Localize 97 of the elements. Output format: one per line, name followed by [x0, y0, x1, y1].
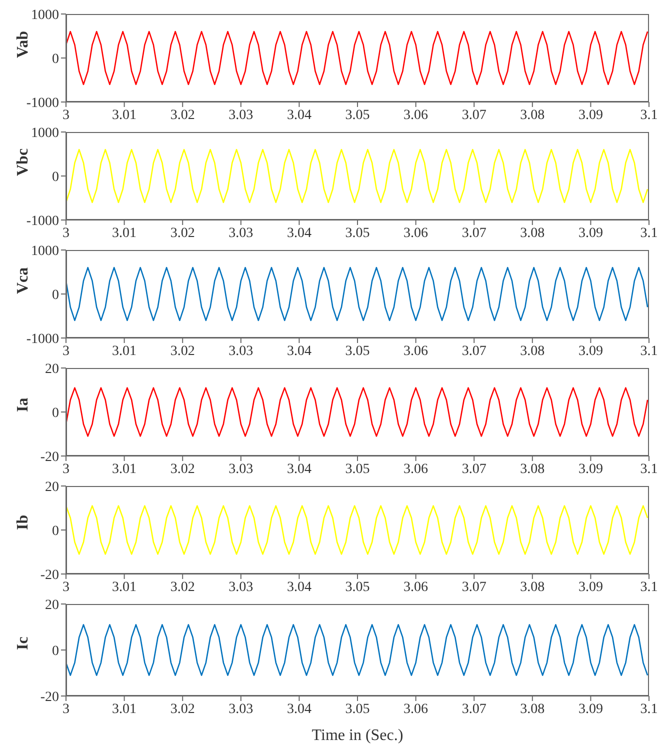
x-tick-label: 3.05 [345, 702, 370, 717]
x-tick-label: 3.01 [112, 580, 137, 595]
y-tick-label: 0 [52, 170, 59, 185]
x-tick-label: 3 [62, 344, 70, 359]
x-tick-label: 3.08 [520, 462, 545, 477]
y-tick-label: -1000 [26, 332, 59, 347]
x-tick-label: 3.1 [640, 108, 658, 123]
y-tick-label: 1000 [31, 126, 59, 141]
x-tick-label: 3.1 [640, 702, 658, 717]
x-tick-label: 3.06 [404, 462, 428, 477]
y-tick-label: 0 [52, 288, 59, 303]
y-tick-label: -1000 [26, 214, 59, 229]
x-tick-label: 3.03 [228, 226, 254, 241]
x-tick-label: 3.06 [404, 108, 428, 123]
x-tick-label: 3.06 [404, 344, 428, 359]
x-tick-label: 3.1 [640, 226, 658, 241]
y-tick-label: 20 [45, 598, 59, 613]
y-tick-label: 0 [52, 644, 59, 659]
y-axis-title: Ic [14, 636, 32, 650]
x-tick-label: 3.05 [345, 462, 370, 477]
x-tick-label: 3.09 [578, 344, 603, 359]
x-tick-label: 3.1 [640, 344, 658, 359]
y-tick-label: 1000 [31, 8, 59, 23]
x-tick-label: 3.04 [286, 108, 312, 123]
x-tick-label: 3.04 [286, 226, 312, 241]
x-tick-label: 3.07 [462, 702, 486, 717]
x-tick-label: 3.09 [578, 580, 603, 595]
x-tick-label: 3.06 [404, 702, 428, 717]
x-tick-label: 3.06 [404, 580, 428, 595]
x-tick-label: 3.03 [228, 108, 254, 123]
x-tick-label: 3 [62, 580, 70, 595]
y-tick-label: -20 [40, 568, 59, 583]
x-tick-label: 3.03 [228, 580, 254, 595]
y-axis-title: Vbc [14, 148, 32, 176]
x-tick-label: 3.07 [462, 580, 486, 595]
x-tick-label: 3.01 [112, 344, 137, 359]
x-tick-label: 3.06 [404, 226, 428, 241]
x-tick-label: 3.08 [520, 226, 545, 241]
x-tick-label: 3.08 [520, 108, 545, 123]
y-tick-label: 0 [52, 524, 59, 539]
line-series [66, 505, 648, 555]
line-series [66, 624, 648, 676]
x-tick-label: 3.02 [170, 226, 195, 241]
x-tick-label: 3.08 [520, 344, 545, 359]
x-tick-label: 3 [62, 108, 70, 123]
x-tick-label: 3.09 [578, 462, 603, 477]
x-tick-label: 3.09 [578, 108, 603, 123]
x-tick-label: 3.07 [462, 462, 486, 477]
x-tick-label: 3.03 [228, 702, 254, 717]
x-tick-label: 3.05 [345, 580, 370, 595]
x-tick-label: 3.02 [170, 344, 195, 359]
x-tick-label: 3 [62, 702, 70, 717]
x-tick-label: 3.04 [286, 462, 312, 477]
y-tick-label: 20 [45, 480, 59, 495]
line-series [66, 148, 648, 204]
x-tick-label: 3.09 [578, 226, 603, 241]
x-tick-label: 3.01 [112, 226, 137, 241]
x-axis-title: Time in (Sec.) [312, 727, 404, 744]
line-series [66, 30, 648, 86]
x-tick-label: 3.02 [170, 108, 195, 123]
x-tick-label: 3.02 [170, 702, 195, 717]
x-tick-label: 3.05 [345, 226, 370, 241]
line-series [66, 266, 648, 322]
y-axis-title: Vca [14, 267, 32, 294]
x-tick-label: 3 [62, 462, 70, 477]
y-axis-title: Ia [14, 398, 32, 412]
x-tick-label: 3.03 [228, 344, 254, 359]
y-tick-label: 0 [52, 52, 59, 67]
y-axis-title: Vab [14, 30, 32, 58]
y-tick-label: 20 [45, 362, 59, 377]
x-tick-label: 3.05 [345, 108, 370, 123]
x-tick-label: 3.01 [112, 462, 137, 477]
x-tick-label: 3.05 [345, 344, 370, 359]
line-series [66, 387, 648, 437]
x-tick-label: 3.02 [170, 462, 195, 477]
x-tick-label: 3.03 [228, 462, 254, 477]
x-tick-label: 3.08 [520, 702, 545, 717]
y-tick-label: -20 [40, 690, 59, 705]
x-tick-label: 3.1 [640, 580, 658, 595]
y-axis-title: Ib [14, 514, 32, 530]
x-tick-label: 3.02 [170, 580, 195, 595]
x-tick-label: 3.09 [578, 702, 603, 717]
x-tick-label: 3.04 [286, 344, 312, 359]
x-tick-label: 3.04 [286, 702, 312, 717]
y-tick-label: -20 [40, 450, 59, 465]
x-tick-label: 3.07 [462, 344, 486, 359]
x-tick-label: 3.07 [462, 108, 486, 123]
x-tick-label: 3.08 [520, 580, 545, 595]
x-tick-label: 3.04 [286, 580, 312, 595]
x-tick-label: 3.1 [640, 462, 658, 477]
x-tick-label: 3 [62, 226, 70, 241]
x-tick-label: 3.01 [112, 108, 137, 123]
y-tick-label: 1000 [31, 244, 59, 259]
x-tick-label: 3.01 [112, 702, 137, 717]
y-tick-label: 0 [52, 406, 59, 421]
y-tick-label: -1000 [26, 96, 59, 111]
x-tick-label: 3.07 [462, 226, 486, 241]
